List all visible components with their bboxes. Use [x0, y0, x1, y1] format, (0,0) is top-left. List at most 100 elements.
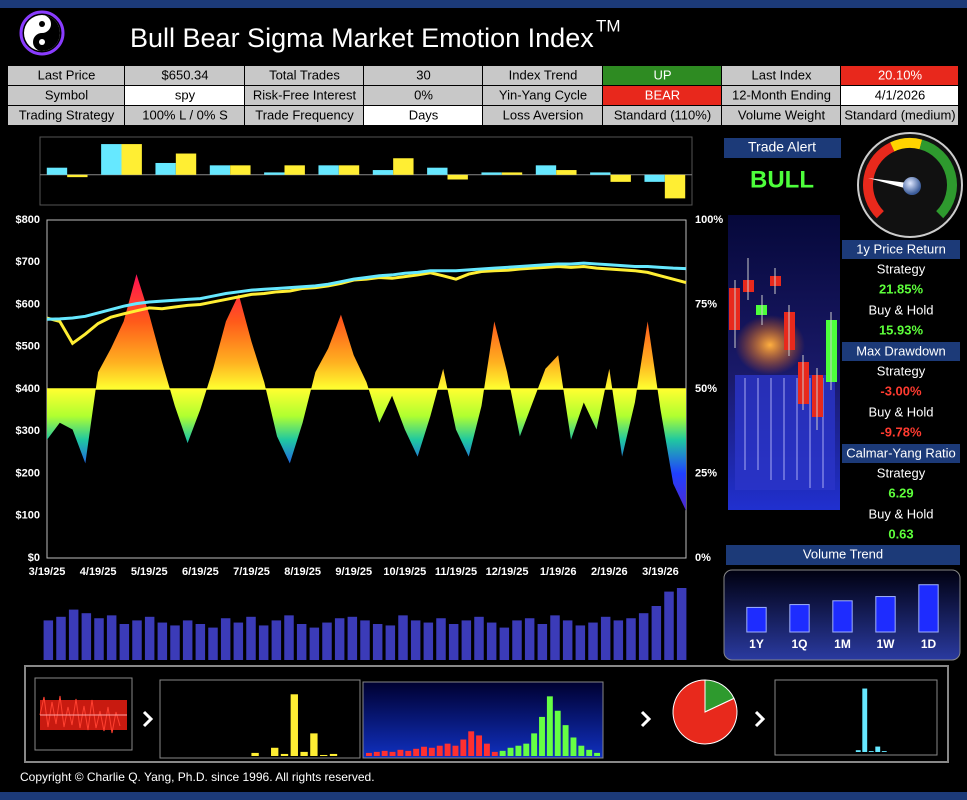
table-text: 30 [416, 67, 430, 82]
table-cell [8, 86, 124, 105]
bar [338, 165, 360, 175]
bar [436, 745, 443, 756]
bar [300, 751, 308, 756]
bar [68, 609, 79, 660]
table-cell [841, 86, 958, 105]
bar [182, 620, 193, 660]
stat-label: Buy & Hold [868, 506, 933, 521]
table-cell [483, 106, 602, 125]
bar [284, 165, 305, 175]
x-tick-label: 10/19/25 [383, 566, 426, 578]
thumb-frame [774, 679, 938, 756]
bar [491, 751, 498, 756]
bar [875, 746, 881, 752]
table-cell [722, 66, 840, 85]
stat-value: -9.78% [880, 424, 922, 439]
bar [499, 627, 510, 660]
arrow [142, 710, 154, 728]
bar [444, 743, 451, 756]
bar [119, 624, 130, 660]
bar [398, 615, 408, 660]
stat-value: 21.85% [879, 281, 924, 296]
footer: Copyright © Charlie Q. Yang, Ph.D. since… [20, 770, 375, 784]
stat-label: Strategy [877, 465, 926, 480]
table-text: Standard (110%) [614, 107, 711, 122]
bar [397, 749, 404, 756]
bar [447, 174, 468, 180]
gauge-needle [868, 178, 908, 189]
table-text: $650.34 [162, 67, 209, 82]
table-text: 0% [414, 87, 433, 102]
stat-header [842, 240, 960, 259]
bar [789, 604, 810, 633]
y2-tick-label: 0% [695, 552, 711, 564]
x-tick-label: 1D [921, 637, 937, 651]
bar [175, 153, 197, 175]
table-text: Total Trades [269, 67, 340, 82]
table-cell [125, 86, 244, 105]
bar [106, 615, 117, 660]
stat-title: 1y Price Return [856, 241, 946, 256]
bar [483, 743, 490, 756]
table-cell [722, 106, 840, 125]
bar [594, 752, 601, 756]
y2-tick-label: 25% [695, 467, 717, 479]
x-tick-label: 11/19/25 [435, 566, 477, 578]
table-text: spy [175, 87, 196, 102]
x-tick-label: 9/19/25 [335, 566, 372, 578]
noise-thumbnail [34, 677, 133, 751]
bar [413, 748, 420, 756]
table-text: BEAR [645, 87, 680, 102]
table-cell [245, 106, 363, 125]
bar [46, 167, 68, 175]
x-tick-label: 4/19/25 [80, 566, 117, 578]
bar [373, 751, 380, 756]
bar [246, 616, 256, 660]
arrow [754, 710, 766, 728]
table-text: Symbol [45, 87, 88, 102]
bar [562, 620, 573, 660]
y-tick-label: $100 [16, 510, 40, 522]
bar [155, 162, 176, 175]
bar [233, 622, 244, 660]
bar [610, 174, 631, 182]
bar [132, 620, 142, 660]
bar [832, 600, 853, 633]
stat-label: Strategy [877, 261, 926, 276]
bottom-bar [0, 792, 967, 800]
x-tick-label: 12/19/25 [486, 566, 529, 578]
bar [436, 618, 446, 660]
bar [230, 165, 251, 175]
bar [121, 144, 142, 175]
table-text: 20.10% [878, 67, 923, 82]
logo [19, 10, 65, 56]
volume-trend-title: Volume Trend [803, 546, 883, 561]
table-text: UP [653, 67, 671, 82]
trademark: TM [596, 16, 621, 35]
gauge-arc [919, 139, 957, 219]
bar [486, 622, 497, 660]
table-cell [841, 66, 958, 85]
y-tick-label: $500 [16, 341, 40, 353]
bar [296, 624, 307, 660]
pie-slice [672, 679, 738, 745]
bar [94, 618, 104, 660]
bar [410, 620, 421, 660]
bar [56, 616, 66, 660]
table-cell [483, 66, 602, 85]
table-text: 4/1/2026 [875, 87, 926, 102]
bar [460, 739, 467, 756]
bar [556, 170, 577, 175]
stat-value: -3.00% [880, 383, 922, 398]
bar [664, 591, 674, 660]
bar [195, 624, 206, 660]
bar [651, 606, 662, 660]
stat-header [842, 444, 960, 463]
table-text: Trading Strategy [19, 107, 115, 122]
bar [144, 616, 155, 660]
bar [578, 745, 585, 756]
table-text: Index Trend [509, 67, 578, 82]
bar [515, 745, 522, 756]
bar [290, 694, 298, 756]
bar [855, 750, 861, 752]
